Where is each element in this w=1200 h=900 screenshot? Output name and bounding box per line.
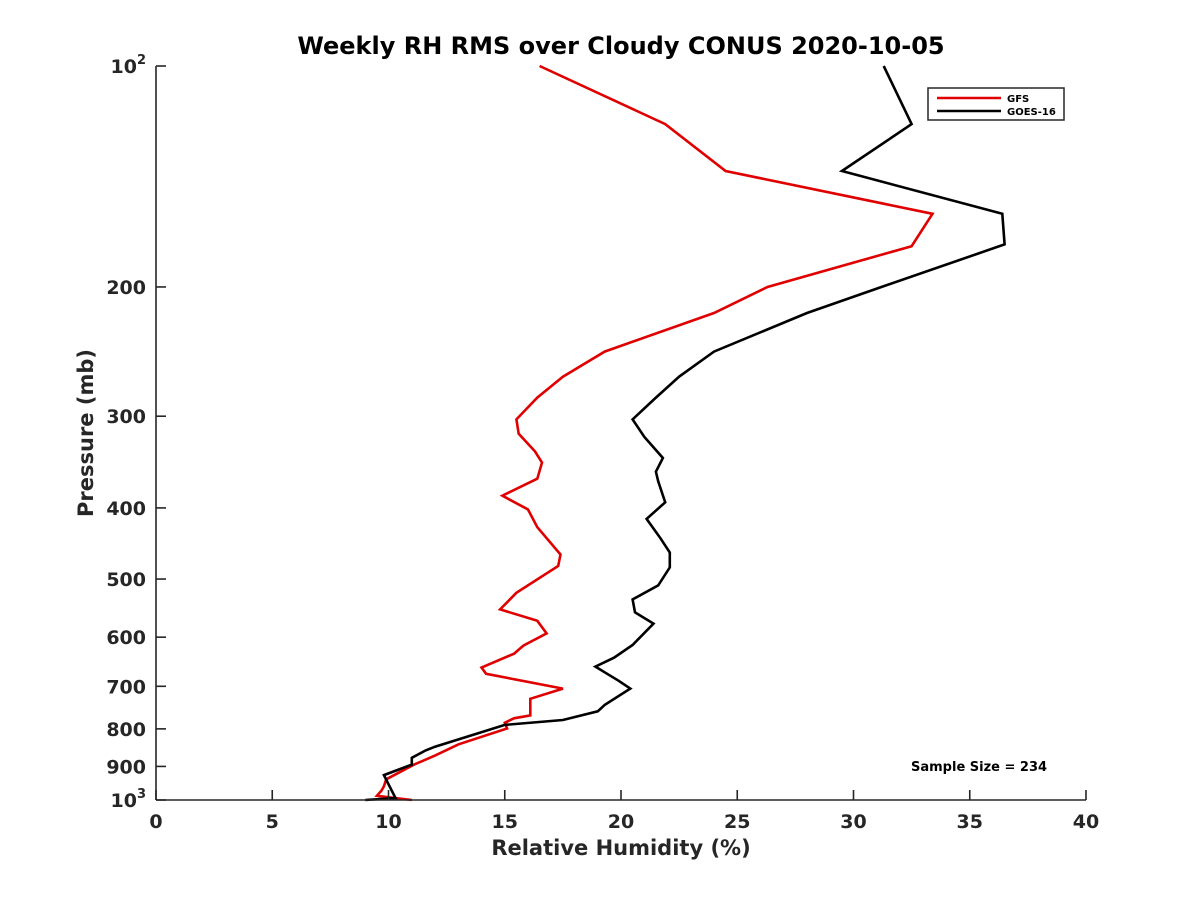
x-axis-label: Relative Humidity (%) <box>491 836 750 860</box>
legend-label-goes-16: GOES-16 <box>1007 107 1056 118</box>
y-tick-label: 700 <box>106 676 146 698</box>
x-tick-label: 25 <box>724 811 750 833</box>
y-tick-label: 600 <box>106 627 146 649</box>
x-tick-label: 5 <box>266 811 279 833</box>
sample-size-annotation: Sample Size = 234 <box>911 760 1047 775</box>
y-tick-label: 900 <box>106 756 146 778</box>
legend: GFS GOES-16 <box>927 87 1065 121</box>
x-tick-label: 20 <box>608 811 634 833</box>
x-tick-label: 15 <box>492 811 518 833</box>
chart-title: Weekly RH RMS over Cloudy CONUS 2020-10-… <box>297 32 944 60</box>
y-tick-label: 500 <box>106 569 146 591</box>
series-layer <box>365 64 1006 802</box>
x-tick-label: 40 <box>1073 811 1099 833</box>
x-tick-label: 0 <box>149 811 162 833</box>
y-tick-label: 800 <box>106 719 146 741</box>
series-line-goes-16 <box>365 65 1006 802</box>
x-tick-label: 10 <box>375 811 401 833</box>
axes-layer: 0 5 10 15 20 25 30 35 40 102 200 300 400 500 600 700 800… <box>106 53 1099 833</box>
y-tick-label: 103 <box>111 787 147 812</box>
y-tick-label: 102 <box>111 53 147 78</box>
y-tick-label: 200 <box>106 277 146 299</box>
y-axis-label: Pressure (mb) <box>74 349 98 517</box>
series-line-gfs <box>374 64 935 802</box>
y-tick-label: 400 <box>106 498 146 520</box>
legend-box <box>927 87 1065 121</box>
x-tick-label: 30 <box>840 811 866 833</box>
y-tick-label: 300 <box>106 406 146 428</box>
legend-label-gfs: GFS <box>1007 94 1029 105</box>
x-tick-label: 35 <box>957 811 983 833</box>
